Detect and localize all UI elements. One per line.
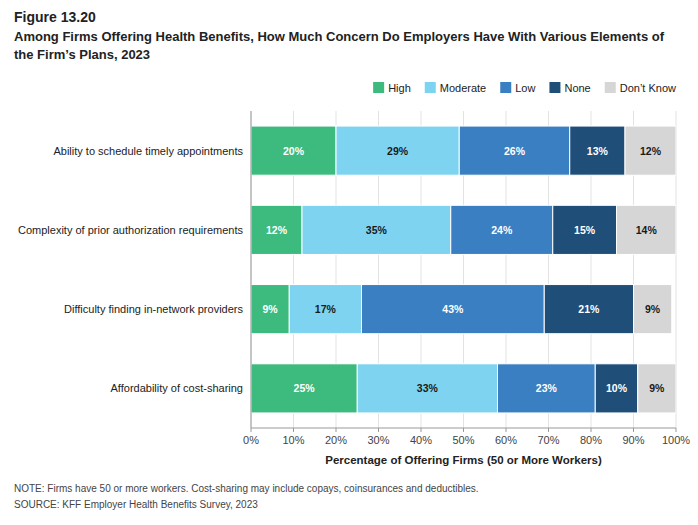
title: Figure 13.20: [14, 9, 96, 25]
data-label: 20%: [283, 145, 305, 157]
legend: High Moderate Low None Don’t Know: [373, 82, 676, 94]
x-tick-label: 80%: [580, 434, 602, 446]
legend-label: Don’t Know: [620, 82, 676, 94]
bar-segment: [459, 126, 570, 175]
data-label: 17%: [315, 303, 337, 315]
bar-segment: [451, 205, 553, 254]
grid: [251, 111, 676, 428]
data-label: 43%: [442, 303, 464, 315]
data-label: 15%: [574, 224, 596, 236]
x-axis-line: [251, 428, 676, 429]
bars: [251, 126, 676, 413]
data-label: 13%: [587, 145, 609, 157]
data-label: 35%: [366, 224, 388, 236]
data-label: 14%: [636, 224, 658, 236]
legend-label: High: [388, 82, 411, 94]
x-tick: [591, 428, 592, 432]
legend-swatch: [549, 82, 560, 93]
x-tick: [378, 428, 379, 432]
x-tick-label: 10%: [282, 434, 304, 446]
bar-segment: [251, 126, 336, 175]
bar-segment: [595, 364, 638, 413]
y-axis: Ability to schedule timely appointments C…: [18, 145, 243, 395]
data-label: 25%: [294, 382, 316, 394]
legend-label: Low: [515, 82, 535, 94]
legend-item: Moderate: [425, 82, 486, 94]
x-tick: [421, 428, 422, 432]
category-label: Difficulty finding in-network providers: [64, 303, 243, 315]
legend-item: Don’t Know: [605, 82, 676, 94]
legend-swatch: [500, 82, 511, 93]
y-axis-line: [251, 111, 252, 428]
x-tick: [336, 428, 337, 432]
data-label: 21%: [578, 303, 600, 315]
bar-segment: [625, 126, 676, 175]
bar-segment: [289, 285, 361, 334]
subtitle-line: Among Firms Offering Health Benefits, Ho…: [14, 29, 665, 44]
x-axis: 0% 10% 20% 30% 40% 50% 60% 70% 80% 90% 100%: [243, 428, 690, 446]
chart: Figure 13.20 Among Firms Offering Health …: [0, 0, 698, 525]
bar-segment: [638, 364, 676, 413]
bar-segment: [357, 364, 497, 413]
x-tick-label: 60%: [495, 434, 517, 446]
x-tick: [293, 428, 294, 432]
x-tick: [463, 428, 464, 432]
subtitle: Among Firms Offering Health Benefits, Ho…: [14, 29, 665, 62]
legend-item: High: [373, 82, 411, 94]
data-label: 9%: [263, 303, 279, 315]
category-label: Ability to schedule timely appointments: [53, 145, 243, 157]
category-label: Affordability of cost-sharing: [111, 382, 243, 394]
bar-segment: [617, 205, 677, 254]
bar-segment: [553, 205, 617, 254]
bar-segment: [251, 364, 357, 413]
bar-segment: [570, 126, 625, 175]
bar-segment: [634, 285, 672, 334]
data-label: 12%: [640, 145, 662, 157]
note: SOURCE: KFF Employer Health Benefits Sur…: [14, 499, 258, 510]
grid-line: [251, 111, 252, 428]
data-label: 26%: [504, 145, 526, 157]
note: NOTE: Firms have 50 or more workers. Cos…: [14, 483, 479, 494]
bar-segment: [544, 285, 633, 334]
x-tick-label: 70%: [537, 434, 559, 446]
bar-segment: [251, 205, 302, 254]
data-labels: 20% 29% 26% 13% 12% 12% 35% 24% 15% 14% 9% 17% 43% 21…: [263, 145, 666, 395]
x-tick: [506, 428, 507, 432]
legend-item: Low: [500, 82, 535, 94]
x-tick-label: 20%: [325, 434, 347, 446]
category-label: Complexity of prior authorization requir…: [18, 224, 243, 236]
x-tick: [251, 428, 252, 432]
legend-swatch: [605, 82, 616, 93]
data-label: 29%: [387, 145, 409, 157]
bar-segment: [362, 285, 545, 334]
legend-item: None: [549, 82, 590, 94]
bar-segment: [336, 126, 459, 175]
x-tick: [548, 428, 549, 432]
legend-label: Moderate: [440, 82, 486, 94]
data-label: 12%: [266, 224, 288, 236]
subtitle-line: the Firm’s Plans, 2023: [14, 47, 150, 62]
x-tick-label: 100%: [662, 434, 690, 446]
legend-label: None: [564, 82, 590, 94]
x-tick-label: 0%: [243, 434, 259, 446]
x-axis-label: Percentage of Offering Firms (50 or More…: [325, 454, 602, 466]
data-label: 9%: [645, 303, 661, 315]
x-tick-label: 30%: [367, 434, 389, 446]
legend-swatch: [373, 82, 384, 93]
legend-swatch: [425, 82, 436, 93]
data-label: 9%: [649, 382, 665, 394]
x-tick-label: 40%: [410, 434, 432, 446]
x-tick: [676, 428, 677, 432]
x-tick-label: 90%: [622, 434, 644, 446]
data-label: 10%: [606, 382, 628, 394]
data-label: 23%: [536, 382, 558, 394]
data-label: 33%: [417, 382, 439, 394]
bar-segment: [498, 364, 596, 413]
x-tick: [633, 428, 634, 432]
bar-segment: [251, 285, 289, 334]
bar-segment: [302, 205, 451, 254]
data-label: 24%: [491, 224, 513, 236]
x-tick-label: 50%: [452, 434, 474, 446]
